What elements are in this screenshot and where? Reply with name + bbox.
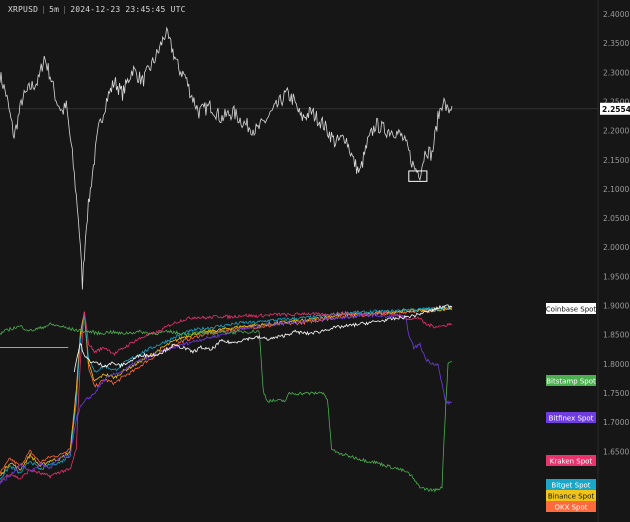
- lower-panel: [0, 304, 453, 493]
- chart-header: XRPUSD | 5m | 2024-12-23 23:45:45 UTC: [8, 5, 186, 14]
- legend-kraken-spot: Kraken Spot: [546, 455, 596, 466]
- highlight-box: [408, 170, 428, 182]
- legend-okx-spot: OKX Spot: [546, 501, 596, 512]
- y-tick-label: 1.8500: [603, 331, 629, 340]
- y-tick-label: 1.7000: [603, 418, 629, 427]
- legend-coinbase-spot: Coinbase Spot: [546, 303, 597, 314]
- legend-swatch: [546, 479, 596, 490]
- legend-binance-spot: Binance Spot: [546, 490, 596, 501]
- y-tick-label: 1.9500: [603, 272, 629, 281]
- legend-label: Bitstamp Spot: [546, 378, 596, 386]
- y-tick-label: 2.2000: [603, 127, 629, 136]
- header-separator: |: [41, 5, 47, 14]
- legend-label: OKX Spot: [554, 504, 587, 512]
- interval-label: 5m: [49, 5, 60, 14]
- legend-swatch: [546, 375, 596, 386]
- legend-label: Kraken Spot: [550, 458, 593, 466]
- y-tick-label: 1.8000: [603, 360, 629, 369]
- y-tick-label: 2.1000: [603, 185, 629, 194]
- y-tick-label: 2.4000: [603, 10, 629, 19]
- legend-label: Bitfinex Spot: [549, 415, 594, 423]
- legend-swatch: [546, 501, 596, 512]
- legend-swatch: [546, 412, 596, 423]
- legend-bitget-spot: Bitget Spot: [546, 479, 596, 490]
- series-line-kraken-spot: [0, 311, 453, 483]
- y-tick-label: 2.0000: [603, 243, 629, 252]
- price-axis: 2.4000 2.3500 2.3000 2.2500 2.2000 2.1500 2.10…: [600, 10, 630, 456]
- legend-bitfinex-spot: Bitfinex Spot: [546, 412, 596, 423]
- y-tick-label: 2.3500: [603, 39, 629, 48]
- header-separator: |: [62, 5, 68, 14]
- y-tick-label: 2.0500: [603, 214, 629, 223]
- series-line-bitfinex-spot: [0, 312, 452, 485]
- y-tick-label: 2.2500: [603, 97, 629, 106]
- series-line-bitget-spot: [0, 305, 453, 480]
- symbol-label: XRPUSD: [8, 5, 39, 14]
- legend-swatch: [546, 303, 596, 314]
- legend-label: Coinbase Spot: [546, 306, 597, 314]
- y-tick-label: 1.6500: [603, 447, 629, 456]
- y-tick-label: 2.3000: [603, 68, 629, 77]
- last-price-value: 2.2554: [602, 105, 630, 114]
- y-tick-label: 1.9000: [603, 302, 629, 311]
- legend-label: Bitget Spot: [551, 482, 590, 490]
- timestamp-label: 2024-12-23 23:45:45 UTC: [70, 5, 186, 14]
- price-series-line: [0, 26, 453, 290]
- series-line-binance-spot: [0, 306, 453, 476]
- legend-swatch: [546, 490, 596, 501]
- legend-bitstamp-spot: Bitstamp Spot: [546, 375, 596, 386]
- last-price-tag: 2.2554: [600, 102, 630, 115]
- series-line-bitstamp-spot: [0, 322, 453, 493]
- legend-swatch: [546, 455, 596, 466]
- y-tick-label: 2.1500: [603, 156, 629, 165]
- series-labels: Coinbase Spot Bitstamp Spot Bitfinex Spot K…: [546, 303, 597, 512]
- price-panel: [0, 26, 598, 290]
- legend-label: Binance Spot: [548, 493, 594, 501]
- y-tick-label: 1.7500: [603, 389, 629, 398]
- series-line-coinbase-spot: [73, 304, 453, 373]
